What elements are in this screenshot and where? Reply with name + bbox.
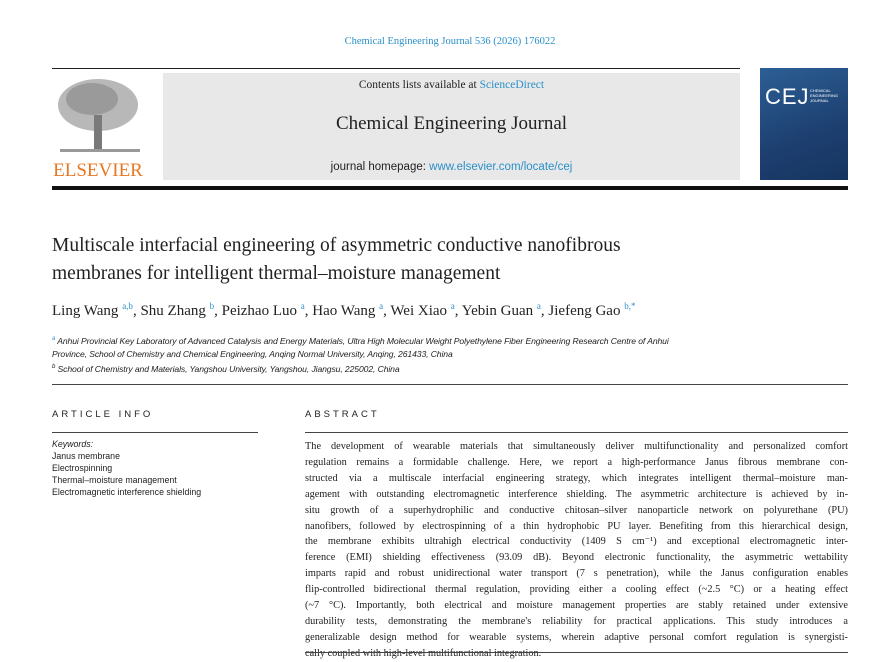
abstract-line: The development of wearable materials th… (305, 441, 848, 452)
abstract-line: generalizable design method for wearable… (305, 631, 848, 643)
aff-line: Province, School of Chemistry and Chemic… (52, 348, 453, 359)
homepage-line: journal homepage: www.elsevier.com/locat… (163, 161, 740, 173)
journal-ref-link[interactable]: Chemical Engineering Journal 536 (2026) … (344, 36, 556, 47)
keyword: Janus membrane (52, 451, 120, 461)
keyword: Electromagnetic interference shielding (52, 487, 202, 497)
article-info-heading: ARTICLE INFO (52, 409, 154, 420)
author-affiliation-mark[interactable]: a (379, 301, 384, 311)
affiliation-a: a Anhui Provincial Key Laboratory of Adv… (52, 333, 669, 376)
abstract-line: the membrane exhibits ultrahigh electric… (305, 536, 848, 548)
contents-line: Contents lists available at ScienceDirec… (163, 79, 740, 91)
elsevier-tree-icon: ELSEVIER (53, 79, 143, 181)
author-affiliation-mark[interactable]: b (209, 301, 215, 311)
keywords: Keywords: Janus membrane Electrospinning… (52, 438, 201, 498)
journal-header: Contents lists available at ScienceDirec… (163, 73, 740, 180)
abstract-line: regulation remains a formidable challeng… (305, 456, 848, 468)
author-affiliation-mark[interactable]: a (536, 301, 541, 311)
abstract-body: The development of wearable materials th… (305, 439, 848, 662)
journal-title: Chemical Engineering Journal (335, 113, 568, 134)
aff-line: School of Chemistry and Materials, Yangs… (57, 363, 400, 374)
journal-cover: CEJ CHEMICAL ENGINEERING JOURNAL (760, 68, 848, 180)
homepage-prefix: journal homepage: (330, 161, 430, 173)
divider (52, 68, 740, 69)
abstract-line: flip-controlled bidirectional thermal re… (305, 584, 848, 596)
aff-mark: a (52, 336, 56, 342)
abstract-line: structed via a multiscale interfacial en… (305, 472, 848, 484)
abstract-line: situ growth of a superhydrophilic and co… (305, 504, 848, 516)
divider (305, 652, 848, 653)
keywords-label: Keywords: (52, 439, 94, 449)
author[interactable]: Hao Wang (312, 303, 376, 319)
author-affiliation-mark[interactable]: a (300, 301, 305, 311)
author[interactable]: Shu Zhang (140, 303, 206, 319)
abstract-line: cally coupled with high-level multifunct… (305, 647, 542, 659)
svg-text:ELSEVIER: ELSEVIER (53, 160, 143, 179)
abstract-line: (~7 °C). Importantly, both electrical an… (305, 600, 848, 612)
cover-subtitle: CHEMICAL ENGINEERING JOURNAL (810, 88, 839, 103)
author-affiliation-mark[interactable]: b,* (624, 301, 636, 311)
author[interactable]: Wei Xiao (390, 303, 448, 319)
divider (52, 432, 258, 433)
divider (305, 432, 848, 433)
keyword: Electrospinning (52, 463, 113, 473)
divider (52, 384, 848, 385)
aff-line: Anhui Provincial Key Laboratory of Advan… (57, 335, 669, 346)
author-affiliation-mark[interactable]: a (450, 301, 455, 311)
abstract-line: ference (EMI) shielding effectiveness (9… (305, 552, 848, 564)
journal-reference[interactable]: Chemical Engineering Journal 536 (2026) … (0, 36, 891, 47)
author-affiliation-mark[interactable]: a,b (122, 301, 133, 311)
author[interactable]: Ling Wang (52, 303, 119, 319)
title-line: membranes for intelligent thermal–moistu… (52, 263, 501, 284)
abstract-line: durability tests, demonstrating the memb… (305, 615, 848, 627)
aff-mark: b (52, 363, 56, 370)
homepage-link[interactable]: www.elsevier.com/locate/cej (429, 161, 573, 173)
author[interactable]: Peizhao Luo (221, 303, 298, 319)
author-list: Ling Wang a,b, Shu Zhang b, Peizhao Luo … (52, 301, 636, 319)
abstract-heading: ABSTRACT (305, 409, 380, 420)
divider (52, 186, 848, 190)
contents-prefix: Contents lists available at (358, 79, 480, 91)
cover-logo: CEJ (765, 84, 810, 109)
sciencedirect-link[interactable]: ScienceDirect (479, 79, 545, 91)
author[interactable]: Jiefeng Gao (548, 303, 621, 319)
abstract-line: nanofibers, followed by electrospinning … (305, 520, 848, 532)
abstract-line: agement with outstanding electromagnetic… (305, 488, 848, 500)
title-line: Multiscale interfacial engineering of as… (52, 235, 621, 256)
abstract-line: imparts rapid and robust unidirectional … (305, 568, 848, 580)
elsevier-logo: ELSEVIER (52, 75, 145, 181)
author[interactable]: Yebin Guan (461, 303, 534, 319)
article-title: Multiscale interfacial engineering of as… (52, 232, 752, 288)
keyword: Thermal–moisture management (52, 475, 177, 485)
